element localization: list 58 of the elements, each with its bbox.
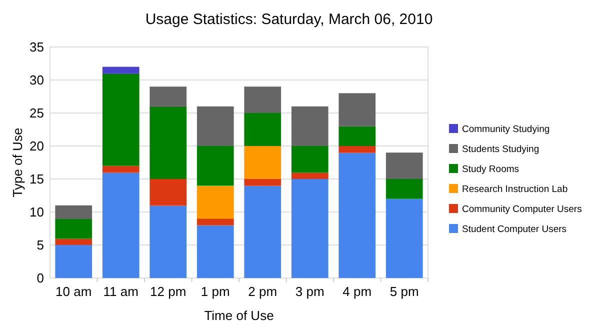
bar bbox=[55, 245, 92, 278]
x-tick-label: 1 pm bbox=[200, 284, 230, 299]
x-tick-label: 2 pm bbox=[248, 284, 278, 299]
bar bbox=[196, 225, 234, 278]
bar bbox=[150, 86, 187, 106]
bar bbox=[196, 146, 234, 186]
bar bbox=[386, 198, 423, 278]
bar bbox=[150, 205, 187, 278]
x-axis-title: Time of Use bbox=[204, 308, 274, 323]
bar bbox=[338, 146, 376, 153]
legend-label: Research Instruction Lab bbox=[462, 184, 568, 195]
x-tick-label: 11 am bbox=[103, 284, 138, 299]
y-tick-label: 0 bbox=[36, 270, 44, 286]
bar bbox=[102, 66, 140, 74]
bar bbox=[244, 179, 282, 186]
bar bbox=[338, 93, 376, 126]
legend-label: Community Studying bbox=[462, 124, 550, 135]
x-tick-label: 3 pm bbox=[295, 284, 324, 299]
bar bbox=[102, 73, 140, 166]
legend-label: Students Studying bbox=[462, 144, 540, 155]
bar bbox=[386, 179, 423, 199]
y-tick-label: 25 bbox=[30, 106, 44, 121]
bar bbox=[55, 205, 92, 219]
bar bbox=[55, 238, 92, 245]
y-axis-title: Type of Use bbox=[10, 128, 25, 198]
bar bbox=[291, 172, 328, 179]
y-tick-label: 35 bbox=[30, 40, 44, 55]
bar bbox=[196, 186, 234, 219]
bar bbox=[338, 152, 376, 278]
bar bbox=[338, 126, 376, 146]
bar bbox=[291, 146, 328, 172]
bar bbox=[244, 186, 282, 278]
bar bbox=[244, 86, 282, 113]
x-tick-label: 5 pm bbox=[390, 284, 419, 299]
y-tick-label: 10 bbox=[30, 204, 44, 220]
y-tick-label: 20 bbox=[30, 138, 44, 154]
bar bbox=[291, 179, 328, 278]
bar bbox=[55, 218, 92, 238]
x-tick-label: 10 am bbox=[56, 284, 92, 299]
bar bbox=[196, 106, 234, 146]
y-tick-label: 5 bbox=[36, 238, 44, 253]
bar bbox=[244, 113, 282, 146]
bar bbox=[291, 106, 328, 146]
bar bbox=[102, 166, 140, 172]
legend-label: Study Rooms bbox=[462, 164, 520, 175]
bar bbox=[102, 172, 140, 278]
chart-title: Usage Statistics: Saturday, March 06, 2010 bbox=[145, 11, 433, 28]
bar bbox=[196, 218, 234, 226]
y-tick-label: 30 bbox=[30, 72, 44, 88]
x-tick-label: 12 pm bbox=[150, 284, 186, 299]
bar bbox=[386, 152, 423, 179]
y-tick-label: 15 bbox=[30, 172, 44, 187]
bar bbox=[150, 106, 187, 179]
bar bbox=[150, 179, 187, 206]
x-tick-label: 4 pm bbox=[342, 284, 372, 299]
bar bbox=[244, 146, 282, 179]
legend-label: Community Computer Users bbox=[462, 204, 582, 215]
legend-label: Student Computer Users bbox=[462, 224, 567, 235]
